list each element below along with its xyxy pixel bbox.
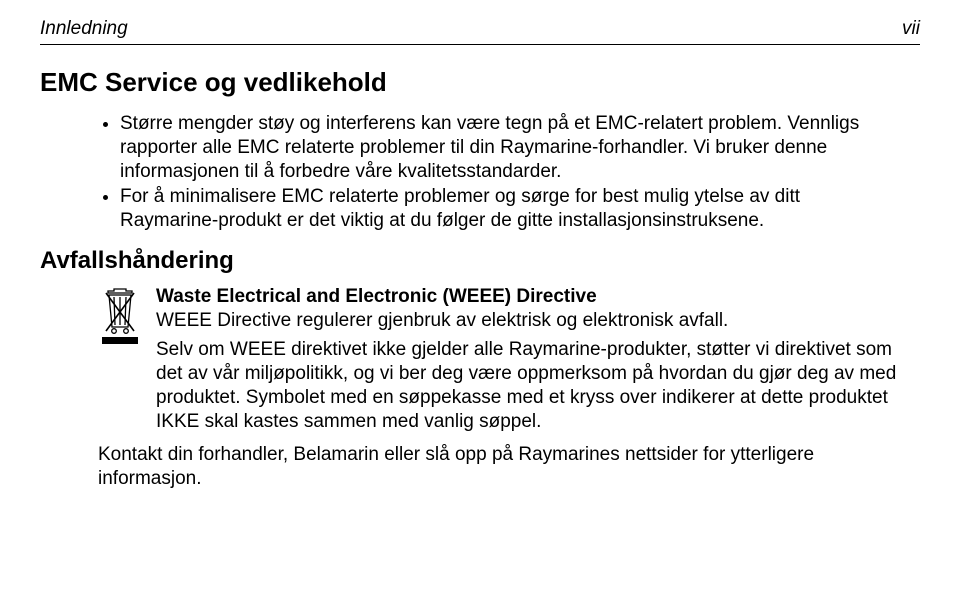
page-header: Innledning vii (40, 18, 920, 45)
list-item: For å minimalisere EMC relaterte problem… (120, 185, 900, 233)
weee-bin-icon (98, 287, 142, 345)
heading-1: EMC Service og vedlikehold (40, 67, 920, 98)
list-item: Større mengder støy og interferens kan v… (120, 112, 900, 183)
weee-line: WEEE Directive regulerer gjenbruk av ele… (156, 309, 900, 333)
weee-title: Waste Electrical and Electronic (WEEE) D… (156, 285, 900, 309)
weee-block: Waste Electrical and Electronic (WEEE) D… (98, 285, 900, 491)
header-page-number: vii (902, 18, 920, 40)
bullet-list: Større mengder støy og interferens kan v… (120, 112, 900, 233)
heading-2: Avfallshåndering (40, 247, 920, 275)
weee-paragraph-1: Selv om WEEE direktivet ikke gjelder all… (156, 338, 900, 433)
header-section-title: Innledning (40, 18, 128, 40)
weee-paragraph-2: Kontakt din forhandler, Belamarin eller … (98, 443, 900, 491)
